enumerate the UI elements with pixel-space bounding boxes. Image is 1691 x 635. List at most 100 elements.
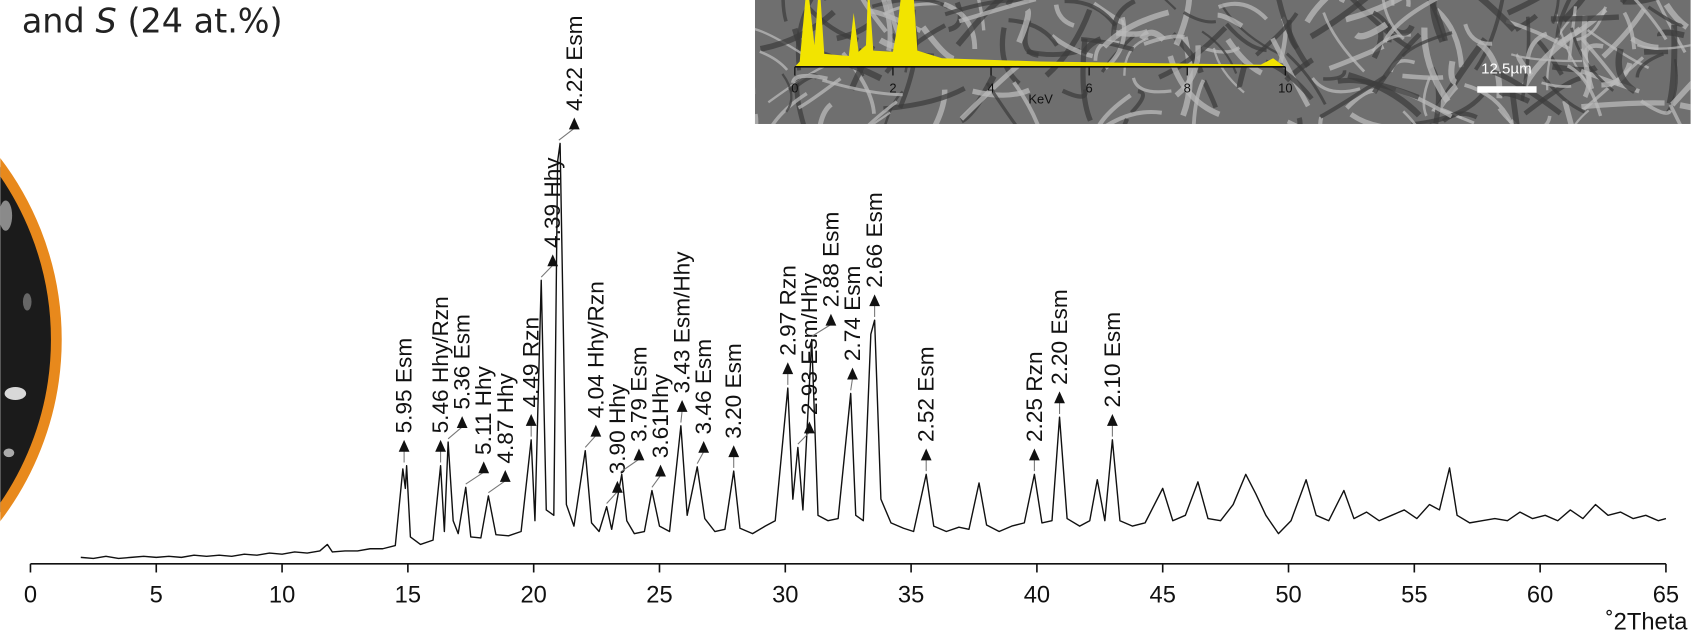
annotation-arrow: [398, 439, 410, 452]
sem-fiber: [1491, 69, 1562, 116]
sem-fiber: [1581, 100, 1665, 110]
sem-fiber: [871, 111, 891, 124]
eds-tick-label: 8: [1184, 81, 1191, 96]
annotation-leader: [540, 264, 554, 278]
sem-fiber: [883, 86, 966, 112]
sem-fiber: [1323, 70, 1347, 81]
annotation-arrow: [920, 448, 932, 461]
sem-fiber: [1143, 34, 1185, 46]
sem-fiber: [1657, 29, 1685, 39]
sem-fiber: [1541, 81, 1572, 88]
sem-fiber: [1505, 19, 1570, 51]
annotation-leader: [680, 410, 683, 423]
sem-fiber: [1567, 6, 1578, 61]
sem-fiber: [1012, 81, 1040, 124]
annotation-arrow: [782, 362, 794, 375]
sem-fiber: [1212, 47, 1245, 94]
annotation-arrow: [633, 448, 645, 461]
sem-fiber: [1276, 0, 1311, 68]
sem-fiber: [1349, 112, 1430, 124]
annotation-leader: [465, 471, 485, 485]
sem-fiber: [759, 50, 789, 71]
sem-fiber: [1635, 52, 1665, 78]
sem-fiber: [1105, 110, 1163, 124]
sem-fiber: [1555, 0, 1572, 38]
sem-fiber: [958, 0, 1037, 24]
annotation-label: 5.46 Hhy/Rzn: [428, 296, 453, 433]
annotation-arrow: [728, 445, 740, 458]
sem-fiber: [1643, 48, 1669, 55]
sem-fiber: [1217, 1, 1268, 21]
sem-fiber: [867, 100, 898, 124]
sem-fiber: [1562, 100, 1574, 124]
sem-fiber: [1561, 0, 1586, 23]
sem-fiber: [1679, 102, 1691, 111]
annotation-arrow: [825, 313, 837, 326]
sem-fiber: [1668, 103, 1682, 124]
sem-fiber: [1347, 72, 1422, 118]
sem-fiber: [920, 25, 955, 62]
sem-fiber: [1498, 90, 1531, 104]
annotation-leader: [621, 458, 640, 472]
sem-fiber: [1422, 76, 1432, 117]
annotation-arrow: [456, 416, 468, 429]
eds-area: [794, 0, 1286, 67]
sem-fiber: [1510, 53, 1583, 63]
sem-fiber: [1174, 45, 1201, 98]
annotation-label: 3.61Hhy: [648, 373, 673, 458]
annotation-label: 2.88 Esm: [818, 212, 843, 308]
caption-part: and: [22, 1, 85, 40]
annotation-label: 2.10 Esm: [1100, 312, 1125, 408]
sem-fiber: [1005, 0, 1014, 7]
x-tick-label: 20: [520, 583, 546, 609]
annotation-arrow: [547, 254, 559, 267]
sem-fiber: [1640, 99, 1673, 115]
scale-bar: [1477, 86, 1537, 93]
annotation-label: 3.46 Esm: [691, 339, 716, 435]
annotation-label: 3.90 Hhy: [605, 383, 630, 474]
caption-part: (24 at.%): [127, 1, 282, 40]
x-axis-label: ˚2Theta: [1606, 610, 1689, 635]
sample-photo: [0, 158, 62, 521]
sem-fiber: [1574, 109, 1590, 124]
annotation-arrow: [435, 439, 446, 452]
sem-fiber: [1402, 110, 1417, 124]
annotation-leader: [558, 127, 575, 141]
sem-fiber: [1478, 0, 1517, 32]
sem-fiber: [1601, 7, 1647, 59]
sem-fiber: [771, 92, 808, 124]
sem-fiber: [1225, 22, 1267, 53]
annotation-label: 2.66 Esm: [862, 192, 887, 288]
sem-fiber: [1464, 83, 1513, 124]
sem-fiber: [881, 0, 893, 52]
sem-fiber: [932, 89, 948, 124]
sem-fiber: [871, 0, 949, 9]
annotation-arrow: [612, 480, 623, 493]
x-tick-label: 40: [1024, 583, 1050, 609]
sem-fiber: [759, 9, 836, 52]
sem-fiber: [1474, 0, 1505, 71]
sem-fiber: [1050, 34, 1094, 59]
sem-fiber: [1191, 79, 1206, 124]
sem-fiber: [959, 63, 1021, 121]
annotation-arrow: [590, 424, 602, 437]
annotation-leader: [811, 324, 832, 337]
sem-fiber: [999, 27, 1021, 86]
sem-fiber: [1309, 0, 1369, 40]
sem-fiber: [1286, 119, 1298, 124]
sem-fiber: [1123, 37, 1149, 76]
sem-fiber: [1182, 11, 1217, 24]
annotation-label: 4.22 Esm: [562, 15, 587, 111]
annotation-leader: [797, 431, 810, 445]
sem-fiber: [1636, 44, 1691, 50]
sem-fiber: [1663, 2, 1690, 30]
annotation-arrow: [676, 399, 688, 412]
annotation-leader: [651, 475, 661, 488]
annotation-label: 2.74 Esm: [840, 266, 865, 362]
sem-fiber: [1448, 60, 1458, 86]
sem-fiber: [1421, 27, 1451, 104]
sem-fiber: [1381, 0, 1405, 41]
annotation-label: 5.95 Esm: [392, 338, 417, 434]
sem-fiber: [1061, 88, 1088, 99]
sem-fiber: [1647, 5, 1684, 27]
